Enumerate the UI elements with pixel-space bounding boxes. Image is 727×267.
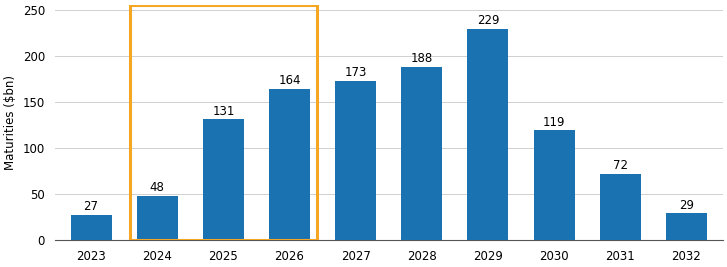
- Bar: [203, 119, 244, 240]
- Text: 131: 131: [212, 105, 235, 117]
- Y-axis label: Maturities ($bn): Maturities ($bn): [4, 75, 17, 170]
- Text: 164: 164: [278, 74, 301, 87]
- Bar: [401, 67, 442, 240]
- Bar: [137, 196, 177, 240]
- Bar: [666, 213, 707, 240]
- Bar: [534, 131, 574, 240]
- Text: 119: 119: [543, 116, 566, 129]
- Bar: [335, 81, 376, 240]
- Text: 27: 27: [84, 201, 99, 213]
- Text: 229: 229: [477, 14, 499, 27]
- Bar: [71, 215, 111, 240]
- Text: 72: 72: [613, 159, 628, 172]
- Text: 188: 188: [411, 52, 433, 65]
- Bar: [269, 89, 310, 240]
- Bar: [467, 29, 508, 240]
- Text: 29: 29: [679, 199, 694, 211]
- Text: 173: 173: [345, 66, 367, 79]
- Bar: [600, 174, 640, 240]
- Text: 48: 48: [150, 181, 165, 194]
